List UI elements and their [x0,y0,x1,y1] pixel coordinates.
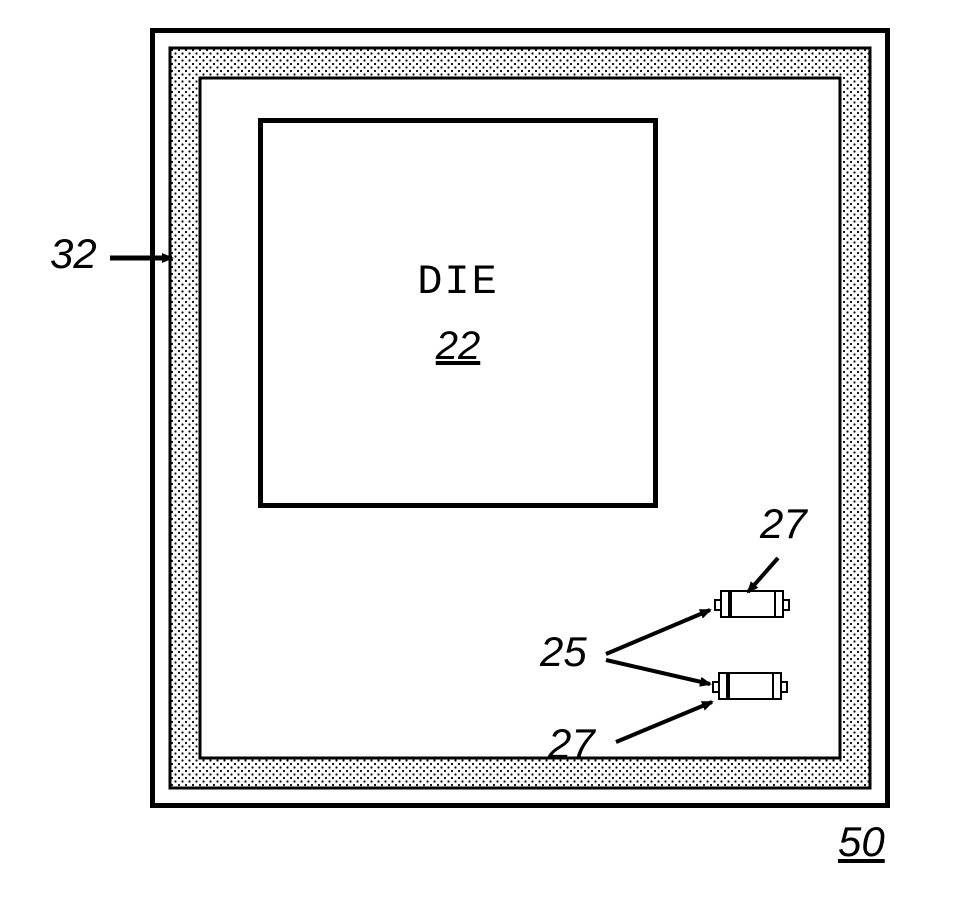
diagram-canvas: DIE 22 32 50 25 27 27 [0,0,967,897]
arrows [0,0,967,897]
